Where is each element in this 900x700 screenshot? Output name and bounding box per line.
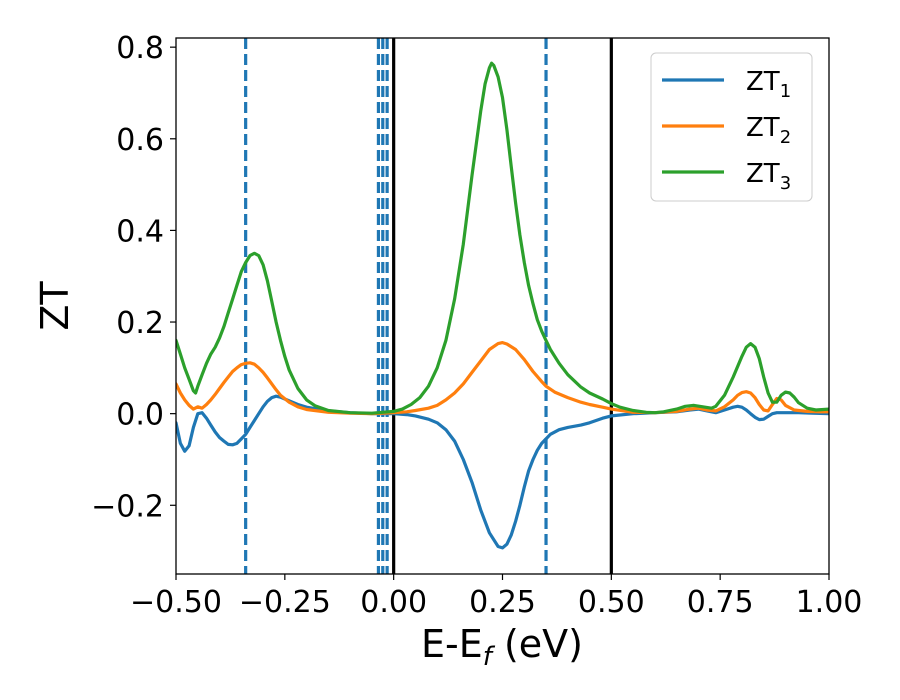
- legend: ZT1 ZT2 ZT3: [650, 52, 813, 202]
- y-tick-label: 0.4: [116, 214, 164, 249]
- x-tick-label: 0.75: [687, 585, 754, 620]
- y-axis-label: ZT: [33, 281, 77, 331]
- y-tick-label: 0.2: [116, 306, 164, 341]
- x-tick-label: −0.50: [130, 585, 222, 620]
- y-tick-label: −0.2: [91, 489, 164, 524]
- x-tick-label: 1.00: [796, 585, 863, 620]
- series-line-zt2: [176, 341, 829, 416]
- y-tick-label: 0.8: [116, 31, 164, 66]
- legend-label-zt2: ZT2: [746, 113, 791, 148]
- legend-box: [650, 52, 813, 202]
- x-axis-label: E-Ef (eV): [421, 622, 583, 672]
- series-line-zt3: [176, 61, 829, 415]
- y-tick-label: 0.6: [116, 123, 164, 158]
- legend-label-zt3: ZT3: [746, 159, 791, 194]
- x-tick-label: −0.25: [239, 585, 331, 620]
- x-tick-label: 0.50: [578, 585, 645, 620]
- y-tick-label: 0.0: [116, 398, 164, 433]
- x-tick-label: 0.00: [360, 585, 427, 620]
- x-tick-label: 0.25: [469, 585, 536, 620]
- series-line-zt1: [176, 394, 829, 550]
- legend-label-zt1: ZT1: [746, 67, 791, 102]
